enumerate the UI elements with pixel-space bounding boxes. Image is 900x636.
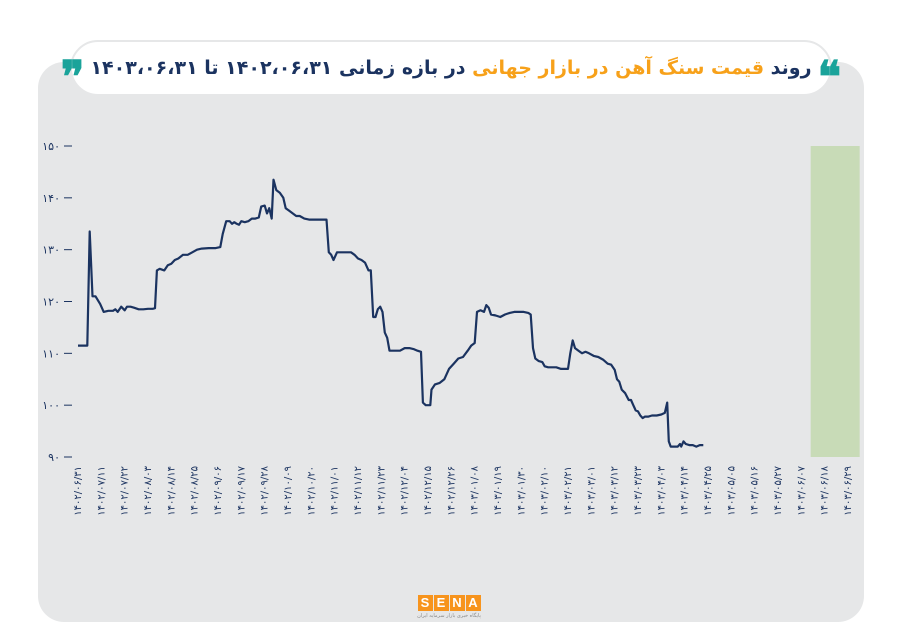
x-tick-label: ۱۴۰۲/۱۰/۰۹ [283, 466, 294, 516]
chart-panel [38, 62, 864, 622]
y-tick-label: ۹۰ [48, 451, 60, 464]
y-tick-label: ۱۵۰ [42, 140, 60, 153]
x-tick-label: ۱۴۰۳/۰۱/۱۹ [493, 466, 504, 516]
y-tick-label: ۱۰۰ [42, 399, 60, 412]
x-tick-label: ۱۴۰۲/۱۰/۲۰ [306, 466, 317, 516]
logo-letter: N [449, 595, 465, 611]
x-tick-label: ۱۴۰۲/۰۷/۲۲ [120, 466, 131, 516]
x-tick-label: ۱۴۰۲/۰۷/۱۱ [96, 466, 107, 516]
logo-letter: A [465, 595, 481, 611]
close-quote-icon: ❞ [60, 52, 85, 103]
title-part-1: روند [770, 57, 812, 79]
x-tick-label: ۱۴۰۲/۰۸/۲۵ [190, 466, 201, 516]
title-part-2: در بازه زمانی ۱۴۰۲،۰۶،۳۱ تا ۱۴۰۳،۰۶،۳۱ [90, 57, 466, 79]
open-quote-icon: ❝ [817, 52, 842, 103]
line-layer [78, 178, 704, 448]
x-tick-label: ۱۴۰۳/۰۴/۱۴ [680, 466, 691, 516]
x-tick-label: ۱۴۰۳/۰۲/۱۰ [540, 466, 551, 516]
x-tick-label: ۱۴۰۳/۰۶/۰۷ [796, 465, 807, 515]
x-tick-label: ۱۴۰۳/۰۶/۱۸ [820, 465, 831, 515]
x-tick-label: ۱۴۰۲/۱۲/۰۴ [400, 466, 411, 516]
x-tick-label: ۱۴۰۳/۰۱/۳۰ [516, 466, 527, 516]
logo-letter: E [433, 595, 449, 611]
x-tick-label: ۱۴۰۲/۰۸/۰۳ [143, 465, 154, 515]
x-tick-label: ۱۴۰۳/۰۵/۱۶ [750, 466, 761, 516]
title-banner: ❝ روند قیمت سنگ آهن در بازار جهانی در با… [61, 40, 841, 100]
x-tick-label: ۱۴۰۳/۰۴/۲۵ [703, 466, 714, 516]
x-tick-label: ۱۴۰۲/۰۹/۱۷ [236, 465, 247, 515]
x-tick-label: ۱۴۰۳/۰۳/۰۱ [586, 466, 597, 516]
x-tick-label: ۱۴۰۳/۰۴/۰۳ [656, 465, 667, 515]
x-tick-label: ۱۴۰۲/۱۲/۲۶ [446, 466, 457, 516]
x-tick-label: ۱۴۰۲/۱۲/۱۵ [423, 466, 434, 516]
y-tick-label: ۱۲۰ [42, 296, 60, 309]
y-tick-label: ۱۳۰ [42, 244, 60, 257]
label-layer: ۱۴۰۲/۰۶/۳۱ ۱۴۰۲/۰۷/۱۱ ۱۴۰۲/۰۷/۲۲ ۱۴۰۲/۰۸/۰۳… [73, 465, 854, 515]
title-accent: قیمت سنگ آهن در بازار جهانی [472, 57, 765, 79]
x-tick-label: ۱۴۰۳/۰۶/۲۹ [843, 466, 854, 516]
highlight-layer [810, 146, 860, 457]
price-series-line [78, 178, 704, 448]
x-tick-label: ۱۴۰۳/۰۳/۲۳ [633, 465, 644, 515]
axis-layer: ۹۰ ۱۰۰ ۱۱۰ ۱۲۰ ۱۳۰ ۱۴۰ ۱۵۰ [42, 140, 72, 464]
y-tick-label: ۱۴۰ [42, 192, 60, 205]
x-tick-label: ۱۴۰۲/۰۹/۰۶ [213, 466, 224, 516]
x-tick-label: ۱۴۰۳/۰۵/۲۷ [773, 465, 784, 515]
x-tick-label: ۱۴۰۳/۰۲/۲۱ [563, 466, 574, 516]
x-tick-label: ۱۴۰۳/۰۱/۰۸ [470, 465, 481, 515]
x-tick-label: ۱۴۰۲/۰۶/۳۱ [73, 466, 84, 516]
x-tick-label: ۱۴۰۲/۱۱/۲۳ [376, 465, 387, 515]
logo-letter: S [417, 595, 433, 611]
x-tick-label: ۱۴۰۳/۰۵/۰۵ [726, 466, 737, 516]
x-tick-label: ۱۴۰۲/۱۱/۰۱ [330, 466, 341, 516]
x-tick-label: ۱۴۰۲/۱۱/۱۲ [353, 466, 364, 516]
chart-title: روند قیمت سنگ آهن در بازار جهانی در بازه… [90, 57, 811, 79]
y-tick-label: ۱۱۰ [42, 347, 60, 360]
logo-tagline: پایگاه خبری بازار سرمایه ایران [417, 613, 481, 619]
x-tick-label: ۱۴۰۳/۰۳/۱۲ [610, 466, 621, 516]
highlight-band [810, 146, 860, 457]
x-tick-label: ۱۴۰۲/۰۹/۲۸ [260, 465, 271, 515]
x-tick-label: ۱۴۰۲/۰۸/۱۴ [166, 466, 177, 516]
